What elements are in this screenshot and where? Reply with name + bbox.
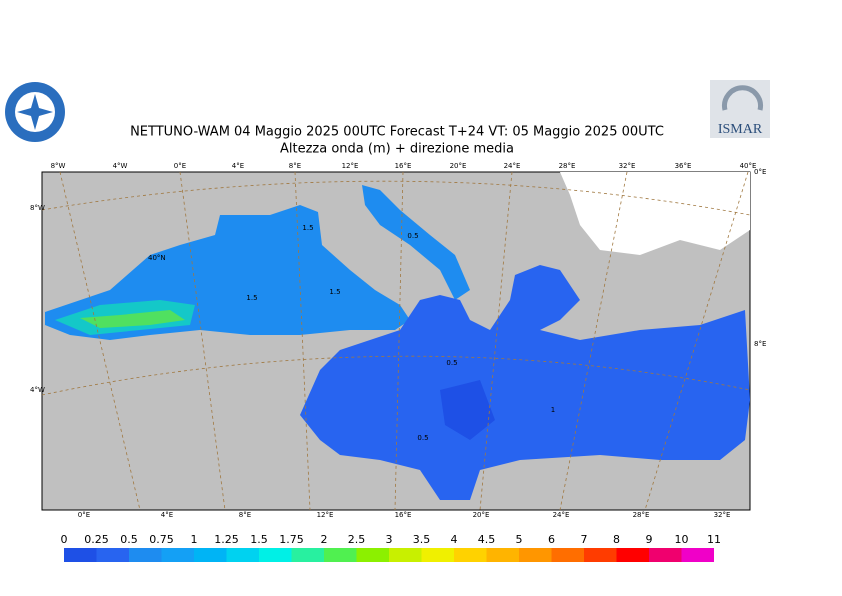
lon-label: 36°E <box>675 162 692 170</box>
colorbar-box <box>389 548 422 562</box>
colorbar-label: 0.5 <box>120 533 138 546</box>
logo-star <box>17 94 53 130</box>
contour-label: 0.5 <box>446 359 457 367</box>
lon-label: 0°E <box>174 162 186 170</box>
lon-label: 16°E <box>395 511 412 519</box>
colorbar-label: 8 <box>613 533 620 546</box>
colorbar-box <box>649 548 682 562</box>
lat-label: 4°W <box>30 386 45 394</box>
colorbar-label: 7 <box>581 533 588 546</box>
colorbar-box <box>194 548 227 562</box>
logo-left <box>5 82 65 142</box>
sea-east <box>300 265 750 500</box>
colorbar-label: 11 <box>707 533 721 546</box>
graticule <box>179 171 226 511</box>
colorbar-label: 1 <box>191 533 198 546</box>
contour-label: 0.5 <box>417 434 428 442</box>
logo-text: ISMAR <box>718 122 763 137</box>
colorbar-label: 6 <box>548 533 555 546</box>
colorbar-box <box>616 548 649 562</box>
subtitle: Altezza onda (m) + direzione media <box>280 142 514 157</box>
lon-label: 12°E <box>342 162 359 170</box>
logo-arc <box>722 85 763 111</box>
sea-highest <box>80 310 185 328</box>
colorbar-label: 9 <box>646 533 653 546</box>
grid-label: 0°E <box>754 168 766 176</box>
lon-label: 4°E <box>232 162 244 170</box>
colorbar-label: 10 <box>675 533 689 546</box>
colorbar-label: 2 <box>321 533 328 546</box>
colorbar-box <box>421 548 454 562</box>
colorbar-box <box>64 548 97 562</box>
colorbar-box <box>551 548 584 562</box>
colorbar-label: 1.25 <box>214 533 239 546</box>
lon-label: 28°E <box>633 511 650 519</box>
graticule <box>41 355 751 396</box>
colorbar-box <box>486 548 519 562</box>
colorbar-label: 1.5 <box>250 533 268 546</box>
colorbar-box <box>161 548 194 562</box>
graticule <box>59 171 141 511</box>
contour-label: 1.5 <box>302 224 313 232</box>
graticule <box>41 180 751 216</box>
colorbar-label: 3.5 <box>413 533 431 546</box>
lon-label: 32°E <box>619 162 636 170</box>
colorbar-label: 1.75 <box>279 533 304 546</box>
colorbar-box <box>291 548 324 562</box>
colorbar-box <box>129 548 162 562</box>
lon-label: 24°E <box>504 162 521 170</box>
lon-label: 4°E <box>161 511 173 519</box>
colorbar-label: 4.5 <box>478 533 496 546</box>
colorbar-box <box>584 548 617 562</box>
lake-area <box>560 172 750 255</box>
colorbar-box <box>96 548 129 562</box>
lon-label: 32°E <box>714 511 731 519</box>
graticule <box>644 171 749 511</box>
graticule <box>294 171 311 511</box>
contour-label: 1.5 <box>329 288 340 296</box>
colorbar-label: 0.25 <box>84 533 109 546</box>
lon-label: 8°E <box>289 162 301 170</box>
lon-label: 28°E <box>559 162 576 170</box>
colorbar-label: 5 <box>516 533 523 546</box>
map <box>41 171 751 511</box>
colorbar-label: 3 <box>386 533 393 546</box>
colorbar-box <box>259 548 292 562</box>
lon-label: 16°E <box>395 162 412 170</box>
lon-label: 0°E <box>78 511 90 519</box>
sea-deep <box>440 380 495 440</box>
grid-label: 40°N <box>148 254 166 262</box>
colorbar-box <box>519 548 552 562</box>
colorbar-label: 4 <box>451 533 458 546</box>
contour-label: 1.5 <box>246 294 257 302</box>
colorbar-box <box>454 548 487 562</box>
sea-adriatic <box>362 185 470 300</box>
colorbar-box <box>681 548 714 562</box>
lon-label: 20°E <box>450 162 467 170</box>
logo-right: ISMAR <box>710 80 770 138</box>
lon-label: 8°W <box>51 162 66 170</box>
colorbar-label: 0 <box>61 533 68 546</box>
title: NETTUNO-WAM 04 Maggio 2025 00UTC Forecas… <box>130 125 664 140</box>
lon-label: 40°E <box>740 162 757 170</box>
lon-label: 4°W <box>113 162 128 170</box>
lon-label: 8°E <box>239 511 251 519</box>
graticule <box>394 171 404 511</box>
colorbar-box <box>324 548 357 562</box>
grid-label: 8°E <box>754 340 766 348</box>
contour-label: 0.5 <box>407 232 418 240</box>
graticule <box>479 171 513 511</box>
lon-label: 24°E <box>553 511 570 519</box>
contour-label: 1 <box>551 406 555 414</box>
colorbar-label: 0.75 <box>149 533 174 546</box>
colorbar-box <box>356 548 389 562</box>
lon-label: 20°E <box>473 511 490 519</box>
lat-label: 8°W <box>30 204 45 212</box>
lon-label: 12°E <box>317 511 334 519</box>
colorbar-label: 2.5 <box>348 533 366 546</box>
colorbar-box <box>226 548 259 562</box>
